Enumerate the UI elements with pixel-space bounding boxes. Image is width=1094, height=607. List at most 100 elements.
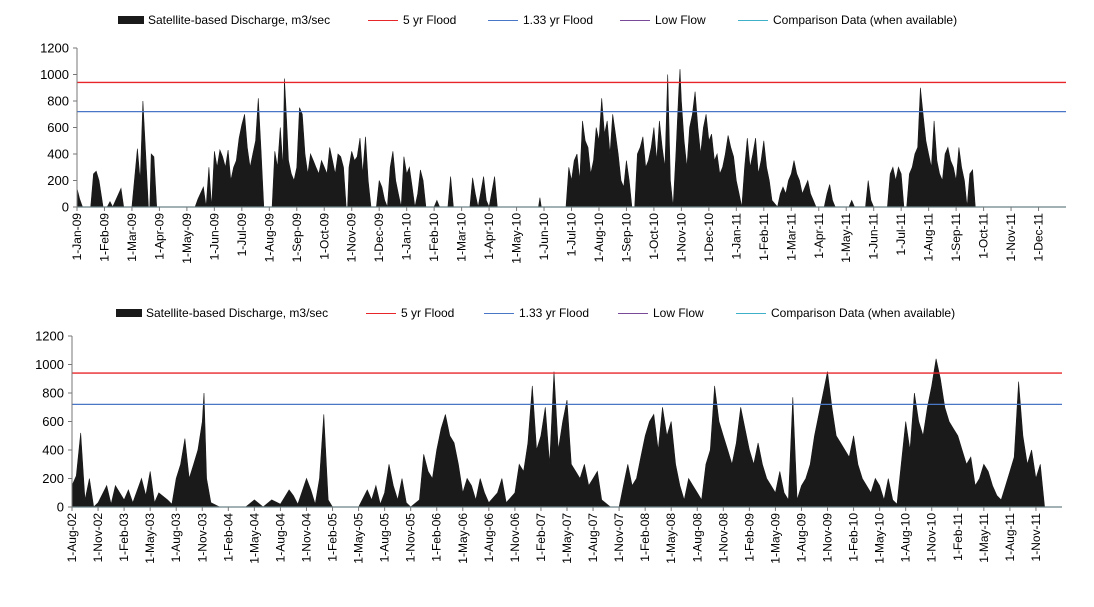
legend-item-low-flow: Low Flow [620, 10, 706, 30]
x-tick-label: 1-Aug-08 [690, 513, 704, 563]
y-tick-label: 0 [62, 200, 69, 215]
flood5-swatch [368, 19, 398, 21]
x-tick-label: 1-Nov-05 [404, 513, 418, 563]
chart-2009-2011: Satellite-based Discharge, m3/sec 5 yr F… [0, 0, 1094, 300]
x-tick-label: 1-Oct-11 [977, 213, 991, 259]
x-tick-label: 1-Jul-10 [565, 213, 579, 257]
lowflow-swatch [620, 19, 650, 21]
x-tick-label: 1-May-03 [143, 513, 157, 564]
chart-2002-2011: Satellite-based Discharge, m3/sec 5 yr F… [0, 300, 1094, 607]
y-tick-label: 800 [47, 94, 69, 109]
x-tick-label: 1-Oct-10 [647, 213, 661, 260]
x-tick-label: 1-Feb-07 [534, 513, 548, 562]
x-tick-label: 1-Nov-09 [821, 513, 835, 563]
discharge-swatch [116, 309, 142, 317]
x-tick-label: 1-Apr-11 [812, 213, 826, 259]
x-tick-label: 1-Jun-09 [207, 213, 221, 261]
x-tick-label: 1-Mar-11 [784, 213, 798, 261]
comparison-swatch [738, 19, 768, 21]
x-tick-label: 1-Jul-09 [235, 213, 249, 257]
legend-label-low-flow: Low Flow [653, 306, 704, 320]
x-tick-label: 1-Aug-02 [65, 513, 79, 563]
x-tick-label: 1-Apr-09 [152, 213, 166, 260]
discharge-swatch [118, 16, 144, 24]
x-tick-label: 1-Jan-11 [729, 213, 743, 260]
legend-label-133yr-flood: 1.33 yr Flood [519, 306, 590, 320]
x-tick-label: 1-Aug-10 [592, 213, 606, 263]
x-tick-label: 1-May-10 [510, 213, 524, 264]
legend-label-comparison: Comparison Data (when available) [771, 306, 956, 320]
plot-area: 0 200 400 600 800 1000 1200 1-Jan-09 1-Feb-09 1-M… [40, 41, 1066, 264]
x-tick-label: 1-Sep-10 [619, 213, 633, 263]
x-tick-label: 1-Aug-10 [899, 513, 913, 563]
y-tick-label: 800 [42, 386, 64, 401]
legend-item-discharge: Satellite-based Discharge, m3/sec [118, 10, 330, 30]
x-tick-label: 1-Jul-11 [894, 213, 908, 256]
legend-label-comparison: Comparison Data (when available) [773, 13, 958, 27]
y-tick-label: 200 [42, 471, 64, 486]
legend-label-discharge: Satellite-based Discharge, m3/sec [148, 13, 331, 27]
comparison-swatch [736, 312, 766, 314]
legend-label-133yr-flood: 1.33 yr Flood [523, 13, 594, 27]
discharge-area [71, 358, 1062, 508]
x-tick-label: 1-Sep-11 [949, 213, 963, 262]
x-tick-label: 1-Feb-11 [757, 213, 771, 261]
x-tick-label: 1-Nov-11 [1029, 513, 1043, 562]
legend: Satellite-based Discharge, m3/sec 5 yr F… [0, 303, 1094, 323]
x-tick-label: 1-Feb-04 [221, 513, 235, 562]
x-tick-label: 1-Feb-09 [742, 513, 756, 562]
x-tick-label: 1-Nov-08 [716, 513, 730, 563]
x-tick-label: 1-Nov-10 [674, 213, 688, 263]
x-tick-label: 1-Aug-07 [586, 513, 600, 563]
x-tick-label: 1-Dec-10 [702, 213, 716, 263]
x-tick-label: 1-Feb-09 [97, 213, 111, 262]
x-tick-label: 1-Nov-11 [1004, 213, 1018, 262]
x-tick-label: 1-Apr-10 [482, 213, 496, 260]
legend: Satellite-based Discharge, m3/sec 5 yr F… [0, 10, 1094, 30]
x-tick-label: 1-Nov-06 [508, 513, 522, 563]
x-tick-label: 1-Dec-11 [1032, 213, 1046, 262]
legend-item-5yr-flood: 5 yr Flood [368, 10, 456, 30]
lowflow-swatch [618, 312, 648, 314]
x-tick-label: 1-Feb-08 [638, 513, 652, 562]
y-tick-label: 1200 [40, 41, 69, 56]
x-tick-label: 1-Nov-03 [195, 513, 209, 563]
legend-item-133yr-flood: 1.33 yr Flood [488, 10, 593, 30]
x-tick-label: 1-May-09 [180, 213, 194, 264]
y-tick-label: 1200 [35, 329, 64, 344]
y-tick-label: 200 [47, 173, 69, 188]
legend-item-133yr-flood: 1.33 yr Flood [484, 303, 589, 323]
legend-item-comparison: Comparison Data (when available) [738, 10, 957, 30]
flood133-swatch [488, 19, 518, 21]
x-tick-label: 1-May-11 [839, 213, 853, 263]
y-tick-label: 400 [47, 147, 69, 162]
legend-item-5yr-flood: 5 yr Flood [366, 303, 454, 323]
x-tick-label: 1-May-10 [873, 513, 887, 564]
x-tick-label: 1-Nov-09 [345, 213, 359, 263]
flood133-swatch [484, 312, 514, 314]
x-tick-label: 1-Aug-05 [378, 513, 392, 563]
discharge-area [76, 69, 1066, 209]
y-tick-label: 600 [42, 414, 64, 429]
legend-label-5yr-flood: 5 yr Flood [401, 306, 455, 320]
x-tick-label: 1-Nov-04 [299, 513, 313, 563]
x-tick-label: 1-Dec-09 [372, 213, 386, 263]
x-tick-label: 1-Feb-03 [117, 513, 131, 562]
y-tick-label: 600 [47, 120, 69, 135]
x-tick-label: 1-Jun-10 [537, 213, 551, 261]
legend-label-5yr-flood: 5 yr Flood [403, 13, 457, 27]
x-tick-label: 1-Feb-05 [326, 513, 340, 562]
x-tick-label: 1-Aug-06 [482, 513, 496, 563]
flood5-swatch [366, 312, 396, 314]
x-tick-label: 1-Feb-06 [430, 513, 444, 562]
x-tick-label: 1-Jun-11 [867, 213, 881, 260]
x-tick-label: 1-Aug-04 [273, 513, 287, 563]
y-tick-label: 400 [42, 443, 64, 458]
x-tick-label: 1-May-09 [768, 513, 782, 564]
x-tick-label: 1-May-04 [247, 513, 261, 564]
x-tick-label: 1-May-07 [560, 513, 574, 564]
x-tick-label: 1-May-06 [456, 513, 470, 564]
x-tick-label: 1-Mar-09 [125, 213, 139, 262]
legend-item-comparison: Comparison Data (when available) [736, 303, 955, 323]
x-tick-label: 1-Aug-03 [169, 513, 183, 563]
